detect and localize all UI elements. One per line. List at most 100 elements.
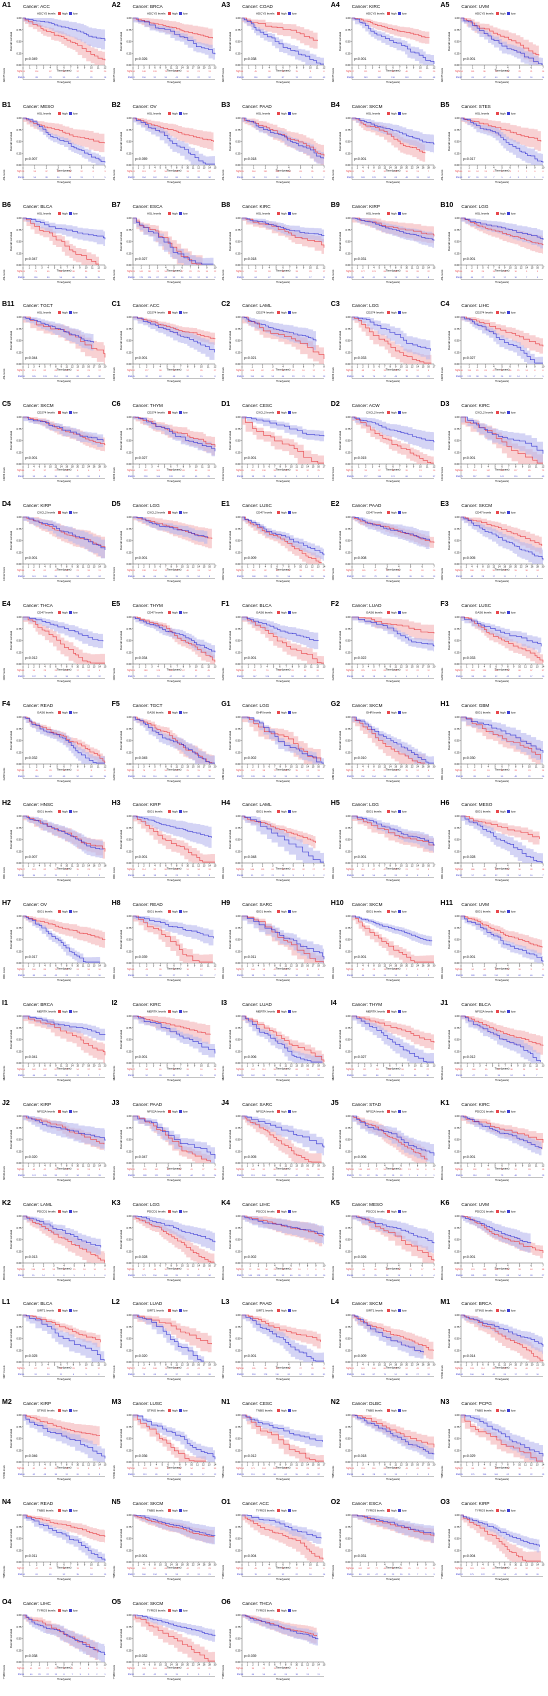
risk-table-x-label: Time(years)	[276, 1278, 290, 1282]
x-tick-label: 11	[186, 566, 189, 569]
x-tick-label: 9	[522, 1164, 524, 1167]
legend-high-swatch	[58, 1210, 61, 1213]
x-tick-label: 0	[461, 566, 463, 569]
x-tick-label: 13	[405, 665, 408, 668]
risk-count-low: 15	[200, 1075, 203, 1077]
risk-count-high: 19	[292, 370, 295, 372]
legend-high-swatch	[277, 711, 280, 714]
p-value: p<0.001	[244, 456, 256, 460]
x-tick-label: 1	[250, 1264, 252, 1267]
x-tick-label: 9	[193, 965, 195, 968]
risk-count-high: 37	[296, 1169, 299, 1171]
risk-count-low: 3	[312, 177, 314, 179]
risk-count-high: 146	[251, 1169, 255, 1171]
p-value: p=0.010	[354, 756, 366, 760]
risk-count-high: 37	[378, 470, 381, 472]
x-tick-label: 1	[359, 1164, 361, 1167]
legend-low-swatch	[179, 411, 182, 414]
x-tick-label: 2	[357, 166, 359, 169]
risk-count-low: 28	[529, 1175, 532, 1177]
x-tick-label: 24	[87, 466, 90, 469]
legend-high-swatch	[387, 910, 390, 913]
risk-count-low: 9	[209, 576, 211, 578]
legend-low-label: low	[511, 910, 516, 914]
risk-count-low: 16	[87, 476, 90, 478]
y-axis-label: Overall survival	[119, 431, 123, 450]
risk-count-high: 24	[523, 1069, 526, 1071]
risk-count-low: 52	[460, 576, 463, 578]
risk-count-high: 61	[33, 470, 36, 472]
y-tick-label: 0.25	[126, 251, 132, 255]
y-axis-label: Overall survival	[9, 231, 13, 250]
risk-count-low: 129	[483, 975, 487, 977]
legend-gene-label: NFS2A levels	[37, 1109, 56, 1113]
risk-count-low: 80	[47, 277, 50, 279]
x-tick-label: 2	[362, 865, 364, 868]
y-tick-label: 0.00	[455, 562, 461, 566]
legend-high-label: high	[391, 810, 397, 814]
x-axis-label: Time(years)	[57, 667, 72, 671]
risk-count-low: 92	[507, 975, 510, 977]
x-tick-label: 11	[191, 166, 194, 169]
risk-count-low: 25	[207, 476, 210, 478]
legend-low-label: low	[402, 1209, 407, 1213]
risk-count-low: 49	[542, 476, 545, 478]
risk-count-low: 19	[87, 676, 90, 678]
risk-count-high: 33	[468, 171, 471, 173]
legend-gene-label: IDO1 levels	[37, 810, 53, 814]
risk-count-high: 25	[73, 1269, 76, 1271]
legend-gene-label: IDO1 levels	[475, 910, 491, 914]
x-tick-label: 9	[72, 665, 74, 668]
risk-table-x-label: Time(years)	[167, 878, 181, 882]
ci-band-low	[352, 118, 434, 153]
x-tick-label: 7	[543, 865, 545, 868]
risk-count-low: 25	[307, 1175, 310, 1177]
risk-count-high: 53	[372, 171, 375, 173]
x-tick-label: 0	[242, 665, 244, 668]
x-tick-label: 15	[432, 266, 435, 269]
risk-count-low: 55	[274, 975, 277, 977]
risk-count-low: 42	[22, 1275, 25, 1277]
x-tick-label: 14	[306, 765, 309, 768]
risk-count-low: 10	[318, 776, 321, 778]
legend-high-label: high	[62, 1010, 68, 1014]
x-tick-label: 1	[468, 1164, 470, 1167]
legend-high-label: high	[281, 1010, 287, 1014]
y-tick-label: 1.00	[16, 1214, 22, 1218]
legend-gene-label: GAS6 levels	[256, 610, 273, 614]
risk-count-high: 68	[296, 1069, 299, 1071]
risk-count-high: 13	[419, 470, 422, 472]
risk-count-low: 5	[296, 476, 298, 478]
y-axis-label: Overall survival	[119, 1030, 123, 1049]
y-tick-label: 0.25	[126, 450, 132, 454]
legend-low-swatch	[398, 611, 401, 614]
y-tick-label: 0.50	[345, 239, 351, 243]
cancer-title: Cancer: STES	[461, 104, 490, 109]
panel-label: B6	[2, 202, 11, 209]
x-tick-label: 4	[373, 266, 375, 269]
y-tick-label: 0.50	[345, 139, 351, 143]
risk-table-y-label: ASL levels	[332, 169, 335, 181]
x-tick-label: 0	[132, 965, 134, 968]
risk-count-low: 80	[175, 177, 178, 179]
x-tick-label: 7	[269, 1164, 271, 1167]
risk-table: highlow276228176189101121611064961414427…	[113, 1165, 217, 1182]
x-tick-label: 11	[82, 566, 85, 569]
legend-low-label: low	[511, 1010, 516, 1014]
risk-count-high: 19	[318, 770, 321, 772]
x-tick-label: 11	[207, 965, 210, 968]
risk-count-high: 229	[131, 271, 135, 273]
p-value: p=0.031	[354, 257, 366, 261]
x-tick-label: 1	[139, 1065, 141, 1068]
p-value: p=0.027	[463, 356, 475, 360]
risk-count-low: 26	[186, 77, 189, 79]
risk-count-high: 138	[142, 570, 146, 572]
risk-table-x-label: Time(years)	[496, 180, 510, 184]
y-tick-label: 1.00	[16, 216, 22, 220]
risk-count-high: 183	[131, 570, 135, 572]
